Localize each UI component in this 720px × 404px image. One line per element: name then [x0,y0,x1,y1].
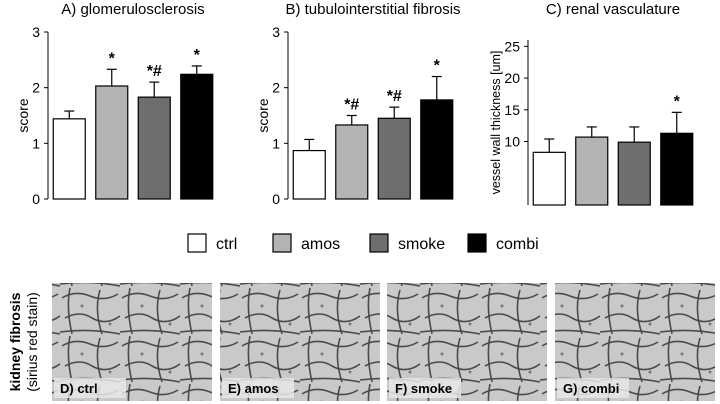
bar [575,136,609,206]
side-sublabel: (sirius red stain) [24,292,40,392]
panel-label-bg [54,378,126,398]
bar [292,149,326,200]
y-tick-label: 0 [32,191,40,207]
bar [95,85,129,200]
legend-label: smoke [398,236,445,253]
bar [532,151,566,206]
bar [617,141,651,206]
bar [660,132,694,206]
panel-label: E) amos [228,381,279,396]
bar [420,99,454,200]
y-tick-label: 0 [272,191,280,207]
y-axis-label: vessel wall thickness [um] [489,51,503,195]
bar [377,117,411,200]
y-axis-label: score [255,98,271,132]
legend-swatch [272,233,292,253]
chart-title: A) glomerulosclerosis [61,1,204,18]
panel-label-bg [557,378,629,398]
chart-title: C) renal vasculature [546,1,680,18]
bar [52,118,86,200]
y-axis-label: score [15,98,31,132]
legend-label: combi [496,236,539,253]
significance-marker: * [674,93,681,110]
panel-label: G) combi [563,381,619,396]
significance-marker: *# [147,63,162,80]
panel-label: F) smoke [395,381,452,396]
panel-label-bg [222,378,294,398]
y-tick-label: 15 [504,102,520,118]
legend-label: amos [301,236,340,253]
side-label: kidney fibrosis [7,292,23,391]
y-tick-label: 2 [32,80,40,96]
bar [180,73,214,200]
panel-label: D) ctrl [60,381,98,396]
legend-swatch [369,233,389,253]
y-tick-label: 10 [504,134,520,150]
y-tick-label: 1 [272,135,280,151]
y-tick-label: 3 [272,24,280,40]
y-tick-label: 20 [504,70,520,86]
bar [335,124,369,200]
y-tick-label: 2 [272,80,280,96]
significance-marker: *# [387,88,402,105]
y-tick-label: 25 [504,38,520,54]
significance-marker: * [194,47,201,64]
panel-label-bg [389,378,461,398]
legend-label: ctrl [216,236,237,253]
legend-swatch [187,233,207,253]
significance-marker: * [109,50,116,67]
significance-marker: *# [344,97,359,114]
legend-swatch [467,233,487,253]
y-tick-label: 3 [32,24,40,40]
bar [137,96,171,200]
chart-title: B) tubulointerstitial fibrosis [285,1,460,18]
significance-marker: * [434,58,441,75]
y-tick-label: 1 [32,135,40,151]
